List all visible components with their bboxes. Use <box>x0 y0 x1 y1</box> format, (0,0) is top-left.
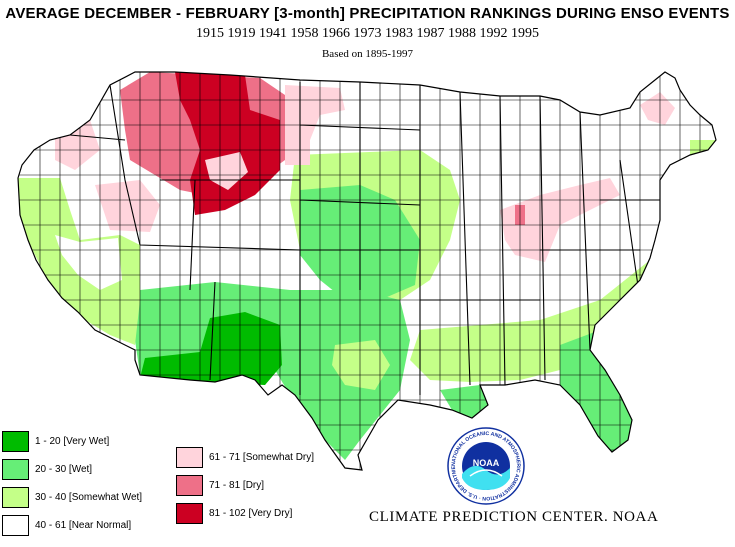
legend-swatch <box>2 459 29 480</box>
legend-label: 71 - 81 [Dry] <box>209 480 265 491</box>
legend-swatch <box>176 475 203 496</box>
legend-label: 30 - 40 [Somewhat Wet] <box>35 492 143 503</box>
legend-item-somewhat-wet: 30 - 40 [Somewhat Wet] <box>2 487 142 508</box>
legend-label: 40 - 61 [Near Normal] <box>35 520 132 531</box>
us-precipitation-map <box>17 71 717 471</box>
legend-label: 81 - 102 [Very Dry] <box>209 508 293 519</box>
region-gulf-wet <box>440 385 505 418</box>
legend-swatch <box>2 515 29 536</box>
legend-item-somewhat-dry: 61 - 71 [Somewhat Dry] <box>176 447 314 468</box>
map-title: AVERAGE DECEMBER - FEBRUARY [3-month] PR… <box>5 5 730 22</box>
legend-label: 20 - 30 [Wet] <box>35 464 93 475</box>
legend-swatch <box>2 487 29 508</box>
logo-text: NOAA <box>473 458 500 468</box>
region-southeast <box>410 260 650 382</box>
state-boundaries <box>69 82 660 395</box>
region-new-england <box>690 140 716 158</box>
legend-swatch <box>2 431 29 452</box>
legend-item-near-normal: 40 - 61 [Near Normal] <box>2 515 131 536</box>
legend-swatch <box>176 503 203 524</box>
region-nevada-white <box>55 235 122 290</box>
region-florida-wet <box>560 330 632 452</box>
credit-line: CLIMATE PREDICTION CENTER. NOAA <box>369 509 659 525</box>
region-az-nm-very-wet <box>140 312 282 385</box>
enso-years: 1915 1919 1941 1958 1966 1973 1983 1987 … <box>196 26 539 41</box>
legend-item-wet: 20 - 30 [Wet] <box>2 459 92 480</box>
legend-swatch <box>176 447 203 468</box>
region-central-texas <box>332 340 390 390</box>
legend-label: 1 - 20 [Very Wet] <box>35 436 110 447</box>
legend-item-very-dry: 81 - 102 [Very Dry] <box>176 503 292 524</box>
legend-label: 61 - 71 [Somewhat Dry] <box>209 452 315 463</box>
region-rockies-very-dry <box>175 72 280 215</box>
legend-item-dry: 71 - 81 [Dry] <box>176 475 264 496</box>
noaa-logo-icon: NATIONAL OCEANIC AND ATMOSPHERIC ADMINIS… <box>446 426 525 505</box>
region-utah-dry <box>95 180 160 232</box>
base-period: Based on 1895-1997 <box>321 48 414 60</box>
legend-item-very-wet: 1 - 20 [Very Wet] <box>2 431 109 452</box>
